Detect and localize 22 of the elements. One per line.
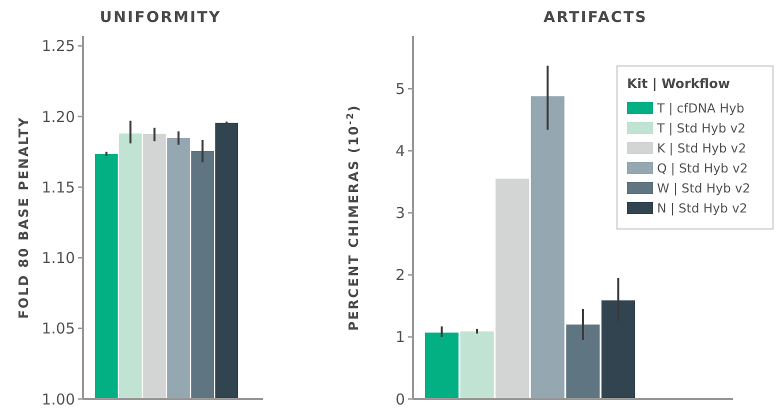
y-tick-label: 1.10: [42, 249, 75, 268]
legend-title: Kit | Workflow: [627, 77, 730, 92]
y-axis-title: FOLD 80 BASE PENALTY: [17, 116, 32, 319]
legend-label: T | cfDNA Hyb: [656, 100, 744, 116]
y-tick-label: 0: [395, 390, 405, 408]
legend-label: K | Std Hyb v2: [657, 140, 746, 156]
y-tick-label: 3: [395, 204, 405, 222]
legend-label: Q | Std Hyb v2: [657, 160, 748, 176]
y-tick-label: 2: [395, 266, 405, 284]
y-tick-label: 4: [395, 142, 405, 160]
y-tick-label: 1.20: [42, 108, 75, 126]
y-tick-label: 1.05: [42, 320, 75, 338]
y-tick-label: 5: [395, 80, 405, 98]
y-tick-label: 1.00: [42, 390, 75, 408]
y-tick-label: 1.25: [42, 37, 75, 56]
legend-label: N | Std Hyb v2: [657, 200, 748, 216]
legend-label: T | Std Hyb v2: [656, 120, 746, 136]
y-tick-label: 1: [395, 328, 405, 346]
chart-title: ARTIFACTS: [544, 8, 648, 26]
y-tick-label: 1.15: [42, 178, 75, 196]
chart-title: UNIFORMITY: [100, 8, 222, 26]
legend-label: W | Std Hyb v2: [657, 180, 750, 196]
